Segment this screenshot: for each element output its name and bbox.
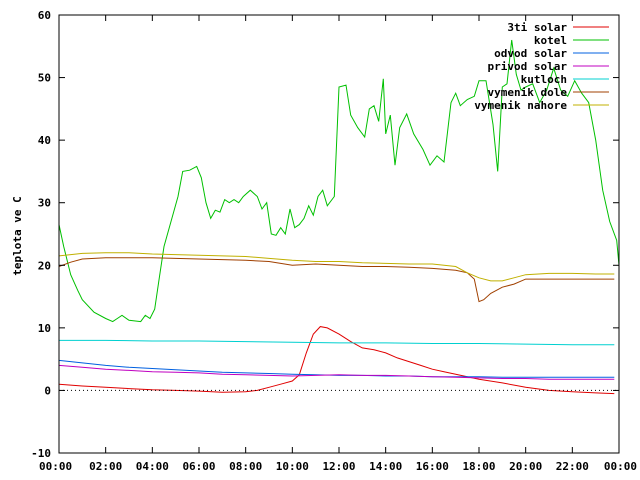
y-tick-label: 0: [44, 384, 51, 397]
x-tick-label: 00:00: [39, 460, 72, 473]
y-tick-label: 40: [38, 134, 51, 147]
legend-label-4: kutloch: [521, 73, 567, 86]
x-tick-label: 12:00: [322, 460, 355, 473]
legend-label-0: 3ti solar: [507, 21, 567, 34]
ticks-layer: -10 0 10 20 30 40 50 60 00:00 02:00 04:00 06:00 08:0…: [31, 9, 637, 473]
series-line-3: [58, 364, 615, 380]
y-tick-label: 60: [38, 9, 51, 22]
y-tick-label: 20: [38, 259, 51, 272]
legend-label-6: vymenik nahore: [474, 99, 567, 112]
x-tick-label: 02:00: [89, 460, 122, 473]
y-tick-label: 50: [38, 72, 51, 85]
x-tick-label: 14:00: [369, 460, 402, 473]
y-axis-label: teplota ve C: [11, 196, 24, 275]
x-tick-label: 04:00: [136, 460, 169, 473]
x-tick-label: 08:00: [229, 460, 262, 473]
legend-label-5: vymenik dole: [488, 86, 568, 99]
x-tick-label: 18:00: [462, 460, 495, 473]
x-tick-label: 00:00: [604, 460, 637, 473]
series-line-1: [58, 39, 620, 323]
y-tick-label: -10: [31, 447, 51, 460]
x-tick-label: 16:00: [416, 460, 449, 473]
series-line-6: [58, 252, 615, 282]
legend-label-2: odvod solar: [494, 47, 567, 60]
series-layer: [58, 39, 620, 395]
series-line-0: [58, 326, 615, 395]
x-tick-label: 22:00: [556, 460, 589, 473]
x-tick-label: 10:00: [276, 460, 309, 473]
series-line-5: [58, 257, 615, 303]
y-tick-label: 30: [38, 197, 51, 210]
series-line-4: [59, 339, 615, 346]
x-tick-label: 20:00: [509, 460, 542, 473]
x-tick-label: 06:00: [182, 460, 215, 473]
legend-label-3: privod solar: [488, 60, 568, 73]
legend-label-1: kotel: [534, 34, 567, 47]
series-line-2: [58, 359, 615, 378]
y-tick-label: 10: [38, 322, 51, 335]
